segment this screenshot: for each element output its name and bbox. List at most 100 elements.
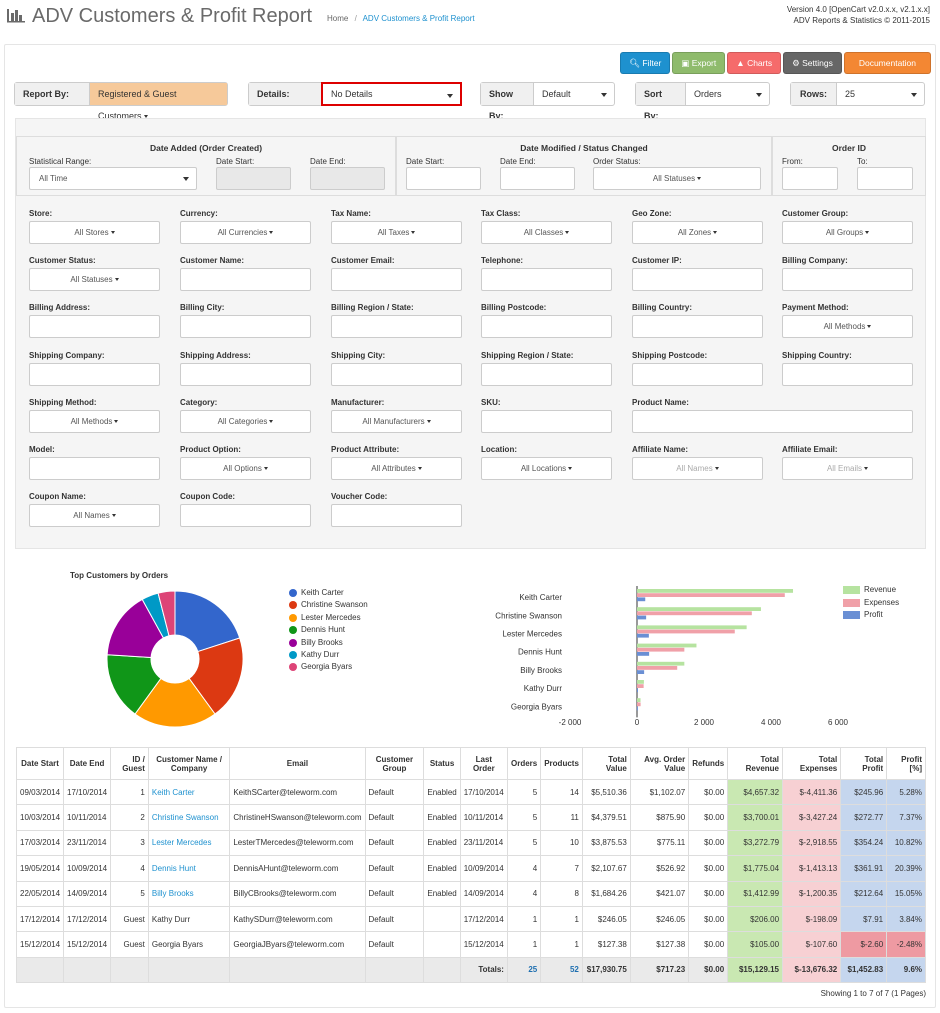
column-header-total-revenue[interactable]: Total Revenue bbox=[727, 747, 784, 780]
cell-customer-group: Default bbox=[364, 905, 425, 933]
column-header-refunds[interactable]: Refunds bbox=[688, 747, 729, 780]
billing-country-input[interactable] bbox=[632, 315, 763, 339]
product-name-input[interactable] bbox=[632, 409, 913, 433]
date-modified-end-input[interactable] bbox=[500, 167, 575, 190]
column-header-date-start[interactable]: Date Start bbox=[15, 747, 65, 780]
cell-total-revenue: $3,700.01 bbox=[727, 804, 784, 831]
filter-button[interactable]: 🔍︎ Filter bbox=[620, 52, 671, 74]
customer-name-input[interactable] bbox=[180, 268, 311, 292]
shipping-region-state-input[interactable] bbox=[481, 362, 612, 386]
details-group: Details: No Details bbox=[248, 82, 462, 106]
export-button[interactable]: ▣ Export bbox=[672, 52, 726, 74]
store-select[interactable]: All Stores bbox=[29, 221, 160, 244]
bar-category-label: Lester Mercedes bbox=[502, 630, 562, 639]
bar-category-label: Keith Carter bbox=[519, 593, 562, 602]
column-header-status[interactable]: Status bbox=[423, 747, 461, 780]
rows-select[interactable]: 25 bbox=[837, 83, 924, 105]
shipping-postcode-input[interactable] bbox=[632, 362, 763, 386]
show-by-select[interactable]: Default bbox=[534, 83, 614, 105]
model-input[interactable] bbox=[29, 457, 160, 480]
total-empty bbox=[423, 956, 461, 984]
order-status-select[interactable]: All Statuses bbox=[593, 167, 761, 190]
cell-refunds: $0.00 bbox=[688, 804, 729, 831]
billing-address-input[interactable] bbox=[29, 315, 160, 339]
product-option-select[interactable]: All Options bbox=[180, 457, 311, 480]
cell-status bbox=[423, 931, 461, 958]
breadcrumb-current[interactable]: ADV Customers & Profit Report bbox=[362, 14, 475, 23]
customer-link[interactable]: Christine Swanson bbox=[151, 813, 219, 823]
column-header-total-expenses[interactable]: Total Expenses bbox=[782, 747, 842, 780]
coupon-code-input[interactable] bbox=[180, 504, 311, 528]
shipping-address-input[interactable] bbox=[180, 362, 311, 386]
customer-link[interactable]: Keith Carter bbox=[151, 787, 195, 797]
column-header-customer-name-company[interactable]: Customer Name / Company bbox=[147, 747, 231, 780]
cell-total-value: $4,379.51 bbox=[581, 804, 631, 831]
cell-date-end: 14/09/2014 bbox=[63, 880, 112, 907]
shipping-company-input[interactable] bbox=[29, 362, 160, 386]
column-header-last-order[interactable]: Last Order bbox=[459, 747, 508, 780]
location-select[interactable]: All Locations bbox=[481, 457, 612, 480]
column-header-email[interactable]: Email bbox=[229, 747, 366, 780]
area-chart-icon: ▲ bbox=[736, 58, 745, 68]
coupon-name-select[interactable]: All Names bbox=[29, 504, 160, 528]
payment-method-select[interactable]: All Methods bbox=[782, 315, 913, 339]
documentation-button[interactable]: Documentation bbox=[843, 52, 931, 74]
details-select[interactable]: No Details bbox=[321, 82, 462, 106]
sort-by-select[interactable]: Orders bbox=[686, 83, 769, 105]
billing-region-state-input[interactable] bbox=[331, 315, 462, 339]
shipping-city-input[interactable] bbox=[331, 362, 462, 386]
caret-down-icon bbox=[426, 419, 431, 423]
column-header-profit[interactable]: Profit [%] bbox=[886, 747, 926, 780]
column-header-id-guest[interactable]: ID / Guest bbox=[110, 747, 149, 780]
date-added-start-input[interactable] bbox=[216, 167, 291, 190]
sku-input[interactable] bbox=[481, 409, 612, 433]
billing-postcode-input[interactable] bbox=[481, 315, 612, 339]
voucher-code-input[interactable] bbox=[331, 504, 462, 528]
column-header-customer-group[interactable]: Customer Group bbox=[364, 747, 425, 780]
customer-group-select[interactable]: All Groups bbox=[782, 221, 913, 244]
customer-link[interactable]: Lester Mercedes bbox=[151, 838, 212, 848]
column-header-products[interactable]: Products bbox=[540, 747, 583, 780]
order-id-from-input[interactable] bbox=[782, 167, 838, 190]
settings-button[interactable]: ⚙ Settings bbox=[783, 52, 842, 74]
column-header-total-value[interactable]: Total Value bbox=[581, 747, 631, 780]
tax-class-select[interactable]: All Classes bbox=[481, 221, 612, 244]
billing-city-input[interactable] bbox=[180, 315, 311, 339]
geo-zone-select[interactable]: All Zones bbox=[632, 221, 763, 244]
statistical-range-select[interactable]: All Time bbox=[29, 167, 197, 190]
cell-id-guest: 3 bbox=[110, 829, 149, 857]
column-header-avg-order-value[interactable]: Avg. Order Value bbox=[629, 747, 690, 780]
tax-name-select[interactable]: All Taxes bbox=[331, 221, 462, 244]
column-header-total-profit[interactable]: Total Profit bbox=[840, 747, 888, 780]
billing-company-input[interactable] bbox=[782, 268, 913, 292]
date-added-end-input[interactable] bbox=[310, 167, 385, 190]
customer-link[interactable]: Billy Brooks bbox=[151, 889, 194, 899]
shipping-country-input[interactable] bbox=[782, 362, 913, 386]
column-header-date-end[interactable]: Date End bbox=[63, 747, 112, 780]
cell-products: 10 bbox=[540, 829, 583, 857]
category-select[interactable]: All Categories bbox=[180, 409, 311, 433]
product-attribute-select[interactable]: All Attributes bbox=[331, 457, 462, 480]
caret-down-icon bbox=[565, 231, 570, 234]
pie-slice-georgia-byars bbox=[157, 590, 176, 637]
order-id-to-input[interactable] bbox=[857, 167, 913, 190]
currency-select[interactable]: All Currencies bbox=[180, 221, 311, 244]
gear-icon: ⚙ bbox=[792, 58, 800, 68]
shipping-method-select[interactable]: All Methods bbox=[29, 409, 160, 433]
cell-avg-order-value: $421.07 bbox=[629, 880, 690, 907]
date-modified-start-input[interactable] bbox=[406, 167, 481, 190]
customer-link[interactable]: Dennis Hunt bbox=[151, 863, 196, 873]
pie-slice-lester-mercedes bbox=[134, 677, 216, 728]
report-by-select[interactable]: Registered & Guest Customers bbox=[90, 83, 227, 121]
manufacturer-select[interactable]: All Manufacturers bbox=[331, 409, 462, 433]
cell-total-revenue: $1,775.04 bbox=[727, 855, 784, 882]
charts-button[interactable]: ▲ Charts bbox=[727, 52, 782, 74]
total-total_value: $17,930.75 bbox=[581, 956, 631, 984]
cell-total-value: $1,684.26 bbox=[581, 880, 631, 907]
customer-status-select[interactable]: All Statuses bbox=[29, 268, 160, 292]
customer-ip-input[interactable] bbox=[632, 268, 763, 292]
customer-email-input[interactable] bbox=[331, 268, 462, 292]
telephone-input[interactable] bbox=[481, 268, 612, 292]
breadcrumb-home[interactable]: Home bbox=[327, 14, 349, 23]
column-header-orders[interactable]: Orders bbox=[506, 747, 542, 780]
